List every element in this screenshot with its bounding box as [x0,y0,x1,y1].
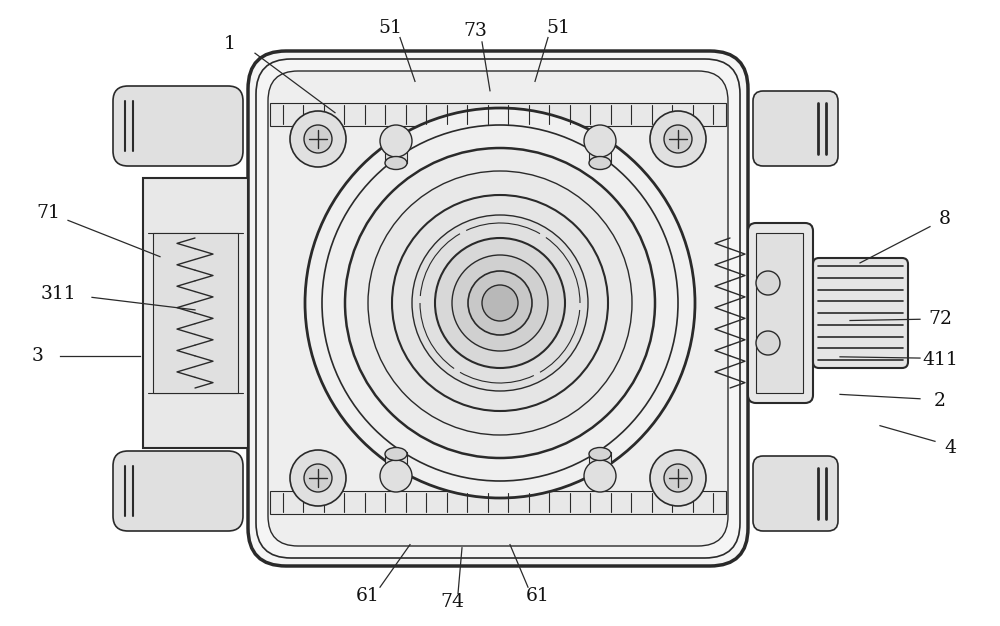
Text: 3: 3 [32,347,44,364]
Text: 411: 411 [922,351,958,369]
FancyBboxPatch shape [753,456,838,531]
Text: 51: 51 [546,19,570,37]
Ellipse shape [589,156,611,170]
Circle shape [664,464,692,492]
Ellipse shape [385,448,407,461]
Text: 2: 2 [934,392,946,409]
Circle shape [304,464,332,492]
Ellipse shape [589,448,611,461]
Circle shape [468,271,532,335]
Bar [385,452,407,470]
Circle shape [584,460,616,492]
FancyBboxPatch shape [113,86,243,166]
Circle shape [435,238,565,368]
Text: 311: 311 [40,285,76,303]
Circle shape [304,125,332,153]
FancyBboxPatch shape [268,71,728,546]
Circle shape [380,125,412,157]
Text: 73: 73 [463,23,487,40]
Text: 8: 8 [939,210,951,228]
Bar [756,233,803,393]
FancyBboxPatch shape [748,223,813,403]
Bar [143,178,248,448]
FancyBboxPatch shape [753,91,838,166]
Bar [589,147,611,163]
Circle shape [322,125,678,481]
Text: 71: 71 [36,204,60,222]
FancyBboxPatch shape [813,258,908,368]
Circle shape [584,125,616,157]
Text: 4: 4 [944,439,956,456]
Text: 72: 72 [928,310,952,328]
Text: 61: 61 [356,587,380,605]
Circle shape [345,148,655,458]
Bar [270,103,726,126]
Circle shape [412,215,588,391]
FancyBboxPatch shape [256,59,740,558]
Bar [270,491,726,514]
Bar [153,233,238,393]
FancyBboxPatch shape [248,51,748,566]
Bar [385,147,407,163]
Text: 1: 1 [224,35,236,53]
Circle shape [482,285,518,321]
Text: 74: 74 [440,593,464,611]
Circle shape [392,195,608,411]
Circle shape [650,450,706,506]
Ellipse shape [385,156,407,170]
FancyBboxPatch shape [113,451,243,531]
Circle shape [452,255,548,351]
Text: 51: 51 [378,19,402,37]
Text: 61: 61 [526,587,550,605]
Circle shape [368,171,632,435]
Bar [589,452,611,470]
Circle shape [290,111,346,167]
Circle shape [305,108,695,498]
Circle shape [756,331,780,355]
Circle shape [756,271,780,295]
Circle shape [380,460,412,492]
Circle shape [290,450,346,506]
Circle shape [650,111,706,167]
Circle shape [664,125,692,153]
